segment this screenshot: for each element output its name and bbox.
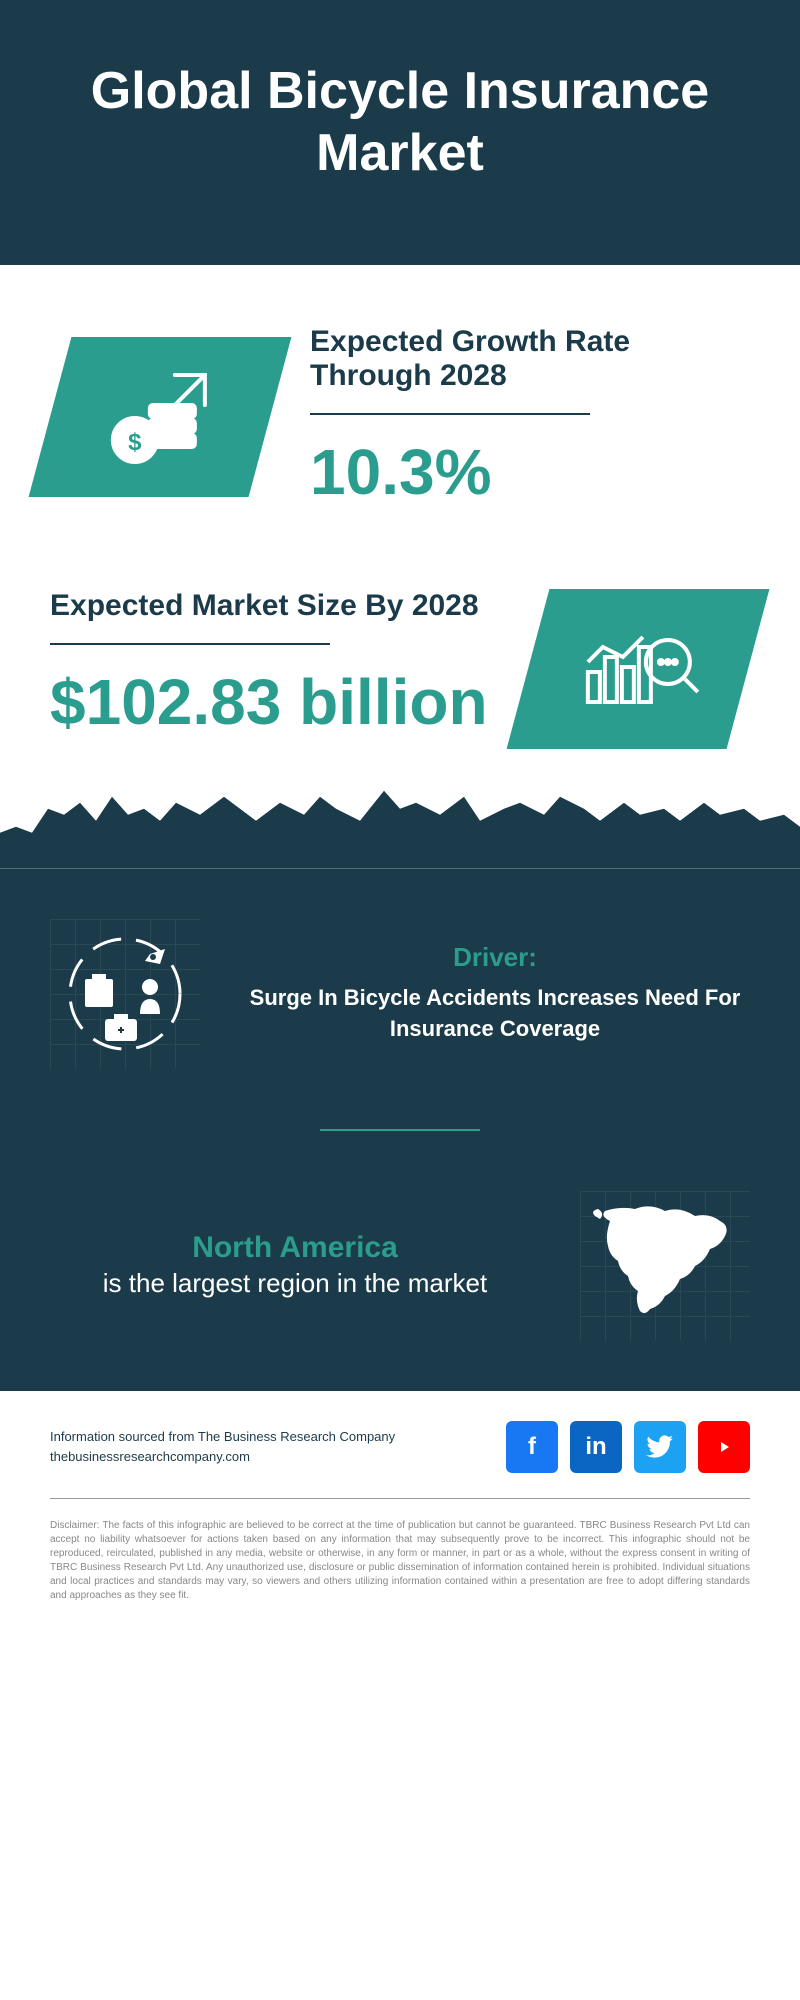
map-icon-container [580,1191,750,1341]
business-icons [50,919,200,1069]
region-name: North America [50,1231,540,1265]
region-description: is the largest region in the market [50,1265,540,1301]
chart-analysis-icon [573,611,703,726]
source-url: thebusinessresearchcompany.com [50,1447,395,1467]
linkedin-icon[interactable]: in [570,1421,622,1473]
footer-top: Information sourced from The Business Re… [50,1421,750,1499]
driver-label: Driver: [240,942,750,973]
market-value: $102.83 billion [50,665,488,739]
market-text-block: Expected Market Size By 2028 $102.83 bil… [50,589,488,739]
driver-block: Driver: Surge In Bicycle Accidents Incre… [50,919,750,1069]
youtube-icon[interactable] [698,1421,750,1473]
disclaimer-text: Disclaimer: The facts of this infographi… [50,1499,750,1603]
teal-divider [320,1129,480,1131]
growth-label: Expected Growth Rate Through 2028 [310,325,750,393]
growth-text-block: Expected Growth Rate Through 2028 10.3% [310,325,750,509]
source-text: Information sourced from The Business Re… [50,1427,395,1466]
divider [50,643,330,645]
market-label: Expected Market Size By 2028 [50,589,488,623]
dark-section: Driver: Surge In Bicycle Accidents Incre… [0,869,800,1391]
growth-value: 10.3% [310,435,750,509]
market-size-section: Expected Market Size By 2028 $102.83 bil… [0,549,800,749]
twitter-icon[interactable] [634,1421,686,1473]
north-america-map-icon [580,1191,750,1341]
facebook-icon[interactable]: f [506,1421,558,1473]
money-growth-icon: $ [100,359,220,474]
region-block: North America is the largest region in t… [50,1191,750,1341]
social-icons: f in [506,1421,750,1473]
driver-text-block: Driver: Surge In Bicycle Accidents Incre… [240,942,750,1045]
header: Global Bicycle Insurance Market [0,0,800,265]
region-text-block: North America is the largest region in t… [50,1231,540,1301]
growth-section: $ Expected Growth Rate Through 2028 10.3… [0,265,800,549]
main-title: Global Bicycle Insurance Market [40,60,760,185]
divider [310,413,590,415]
skyline-decoration [0,749,800,869]
driver-description: Surge In Bicycle Accidents Increases Nee… [240,983,750,1045]
market-icon-box [506,589,769,749]
driver-icon-container [50,919,200,1069]
source-line1: Information sourced from The Business Re… [50,1427,395,1447]
footer: Information sourced from The Business Re… [0,1391,800,1633]
growth-icon-box: $ [29,337,292,497]
svg-text:$: $ [128,428,142,455]
